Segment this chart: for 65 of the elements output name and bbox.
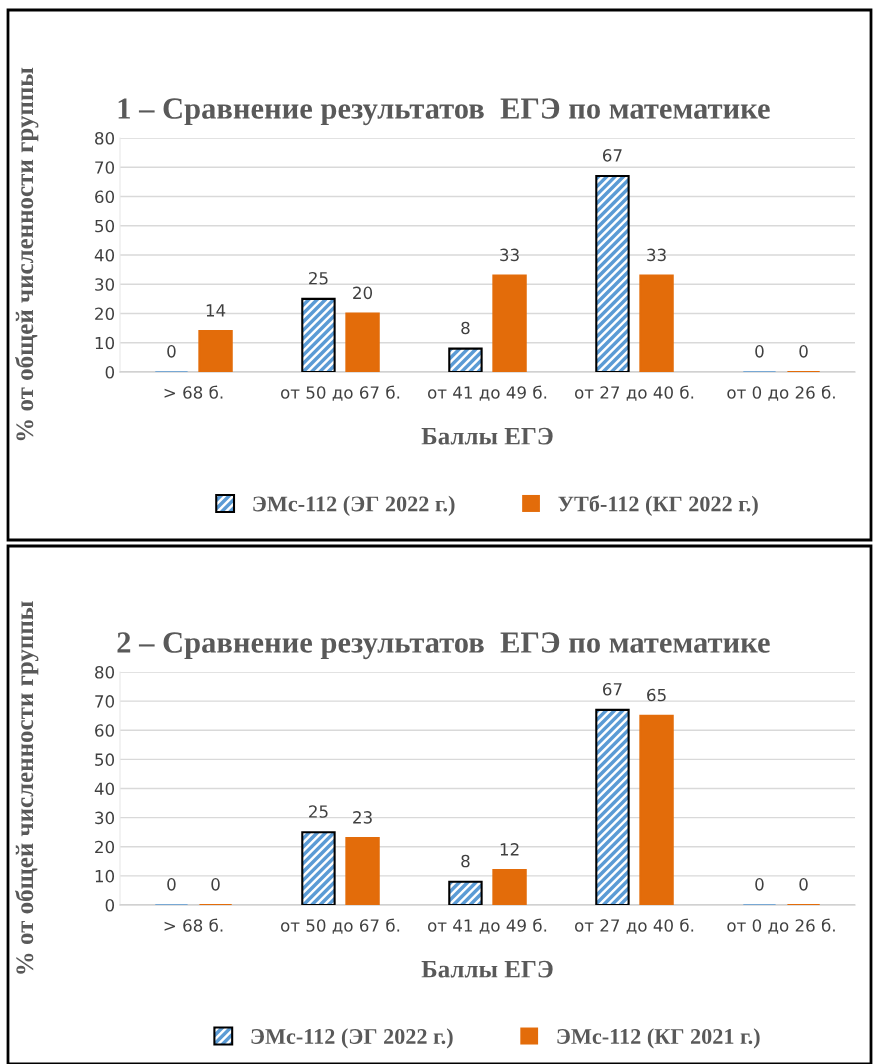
x-tick-label: от 50 до 67 б. <box>281 918 400 934</box>
y-tick-label: 60 <box>95 724 115 737</box>
data-label: 25 <box>309 271 328 285</box>
bar <box>492 274 527 372</box>
data-label: 8 <box>461 854 470 868</box>
data-label: 12 <box>500 843 519 856</box>
data-label: 0 <box>167 345 176 358</box>
data-label: 67 <box>603 682 622 696</box>
data-label: 8 <box>461 321 470 335</box>
chart-title: 1 – Сравнение результатов ЕГЭ по математике <box>118 98 770 126</box>
data-label: 67 <box>603 149 622 162</box>
y-axis-title: % от общей численности группы <box>15 601 39 974</box>
bar <box>639 274 674 372</box>
data-label: 65 <box>647 688 666 702</box>
x-tick-label: от 0 до 26 б. <box>727 918 835 934</box>
bar <box>345 836 380 905</box>
y-tick-label: 20 <box>95 307 115 321</box>
y-tick-label: 10 <box>95 869 115 883</box>
x-tick-label: > 68 б. <box>164 918 223 932</box>
data-label: 33 <box>647 248 666 262</box>
bar <box>492 869 527 905</box>
legend-label: ЭМс-112 (ЭГ 2022 г.) <box>251 1028 453 1049</box>
y-tick-label: 70 <box>95 161 115 174</box>
y-tick-label: 40 <box>94 248 115 262</box>
data-label: 23 <box>353 811 372 824</box>
y-tick-label: 10 <box>95 336 115 350</box>
y-tick-label: 0 <box>105 365 115 379</box>
x-tick-label: от 50 до 67 б. <box>281 385 400 401</box>
x-tick-label: от 27 до 40 б. <box>575 385 694 401</box>
y-tick-label: 80 <box>95 131 115 145</box>
x-tick-label: от 41 до 49 б. <box>428 385 547 401</box>
bar <box>639 714 674 905</box>
legend-label: ЭМс-112 (КГ 2021 г.) <box>557 1028 760 1049</box>
x-tick-label: от 41 до 49 б. <box>428 918 547 934</box>
y-tick-label: 40 <box>94 782 115 796</box>
data-label: 0 <box>755 878 764 891</box>
bar <box>345 312 380 372</box>
data-label: 0 <box>799 345 808 358</box>
data-label: 14 <box>206 304 226 317</box>
x-axis-title: Баллы ЕГЭ <box>421 960 553 978</box>
bar <box>198 330 233 372</box>
chart-title: 2 – Сравнение результатов ЕГЭ по математике <box>117 632 770 660</box>
x-axis-title: Баллы ЕГЭ <box>421 427 553 445</box>
data-label: 20 <box>353 286 373 300</box>
data-label: 0 <box>167 878 176 891</box>
y-tick-label: 30 <box>95 278 115 291</box>
legend-label: ЭМс-112 (ЭГ 2022 г.) <box>253 495 455 516</box>
y-tick-label: 80 <box>95 665 115 679</box>
y-tick-label: 50 <box>95 219 115 233</box>
x-tick-label: от 27 до 40 б. <box>575 918 694 934</box>
legend-label: УТб-112 (КГ 2022 г.) <box>558 495 758 516</box>
y-tick-label: 60 <box>95 190 115 204</box>
data-label: 0 <box>211 878 220 891</box>
y-tick-label: 20 <box>95 840 115 854</box>
y-axis-title: % от общей численности группы <box>15 67 39 441</box>
y-tick-label: 0 <box>105 898 115 912</box>
data-label: 33 <box>500 248 519 262</box>
y-tick-label: 70 <box>95 695 115 708</box>
y-tick-label: 50 <box>95 753 115 766</box>
x-tick-label: > 68 б. <box>164 385 223 399</box>
data-label: 0 <box>799 878 808 891</box>
data-label: 0 <box>755 345 764 358</box>
x-tick-label: от 0 до 26 б. <box>727 385 835 401</box>
data-label: 25 <box>309 805 328 818</box>
y-tick-label: 30 <box>95 811 115 825</box>
